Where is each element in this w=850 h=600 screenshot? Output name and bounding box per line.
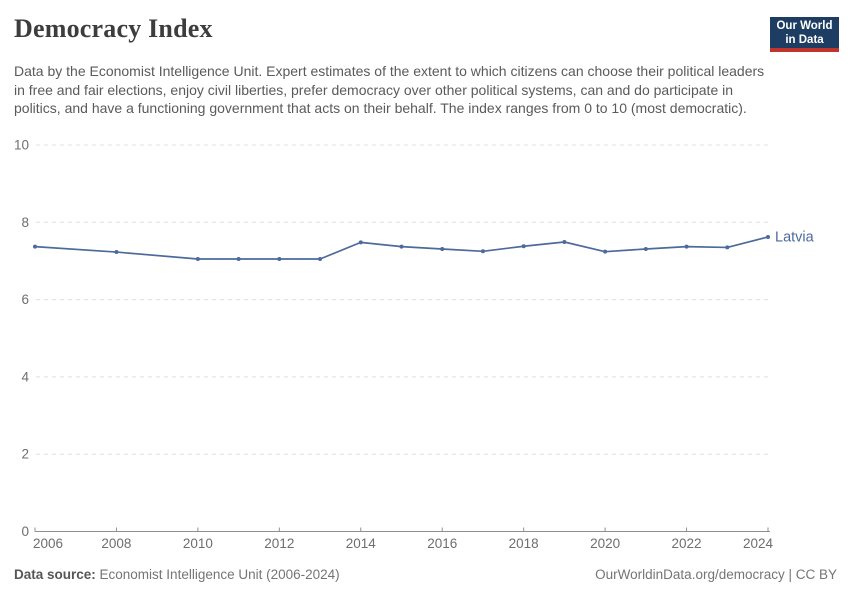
y-axis-label-10: 10	[14, 138, 29, 153]
y-axis-label-6: 6	[21, 292, 29, 307]
owid-logo[interactable]: Our World in Data	[770, 17, 839, 52]
data-point-2023	[725, 245, 730, 250]
chart-footer: Data source: Economist Intelligence Unit…	[14, 567, 837, 582]
y-axis-label-8: 8	[21, 215, 29, 230]
data-point-2024	[766, 234, 770, 239]
owid-logo-line1: Our World	[776, 20, 833, 32]
x-axis-label-2022: 2022	[672, 536, 702, 551]
data-point-2010	[195, 257, 200, 262]
line-chart-canvas: 0 2 4 6 8 10 2006 2008 2010 2012 2014 2016 2018 2020 2…	[14, 138, 815, 552]
data-point-2015	[399, 244, 404, 249]
page-title: Democracy Index	[14, 14, 213, 43]
x-axis-label-2010: 2010	[183, 536, 213, 551]
x-axis-label-2008: 2008	[101, 536, 131, 551]
data-source-value: Economist Intelligence Unit (2006-2024)	[95, 567, 340, 582]
data-point-2012	[277, 257, 282, 262]
data-point-2016	[440, 246, 445, 251]
data-point-2019	[562, 240, 567, 245]
x-axis-label-2006: 2006	[33, 536, 63, 551]
data-point-2011	[236, 257, 241, 262]
x-axis-label-2014: 2014	[346, 536, 377, 551]
owid-logo-line2: in Data	[785, 34, 824, 46]
x-axis-label-2018: 2018	[509, 536, 539, 551]
chart-subtitle: Data by the Economist Intelligence Unit.…	[14, 63, 765, 116]
data-source: Data source: Economist Intelligence Unit…	[14, 567, 340, 582]
data-point-2020	[603, 249, 608, 254]
y-axis-label-0: 0	[21, 524, 29, 539]
data-source-label: Data source:	[14, 567, 96, 582]
credit-link[interactable]: OurWorldinData.org/democracy | CC BY	[595, 567, 837, 582]
y-axis-label-2: 2	[21, 447, 29, 462]
data-point-2006	[33, 244, 37, 249]
data-point-2014	[358, 240, 363, 245]
data-point-2018	[521, 244, 526, 249]
chart-area: 0 2 4 6 8 10 2006 2008 2010 2012 2014 2016 2018 2020 2…	[0, 135, 850, 560]
x-axis-label-2012: 2012	[264, 536, 294, 551]
data-point-2021	[643, 246, 648, 251]
y-axis-label-4: 4	[21, 369, 29, 384]
data-point-2017	[480, 249, 485, 254]
data-point-2008	[114, 250, 119, 255]
data-point-2013	[318, 257, 323, 262]
x-axis-label-2016: 2016	[427, 536, 457, 551]
data-point-2022	[684, 244, 689, 249]
x-axis-label-2024: 2024	[743, 536, 774, 551]
x-axis-label-2020: 2020	[590, 536, 620, 551]
series-label-latvia: Latvia	[775, 229, 815, 245]
